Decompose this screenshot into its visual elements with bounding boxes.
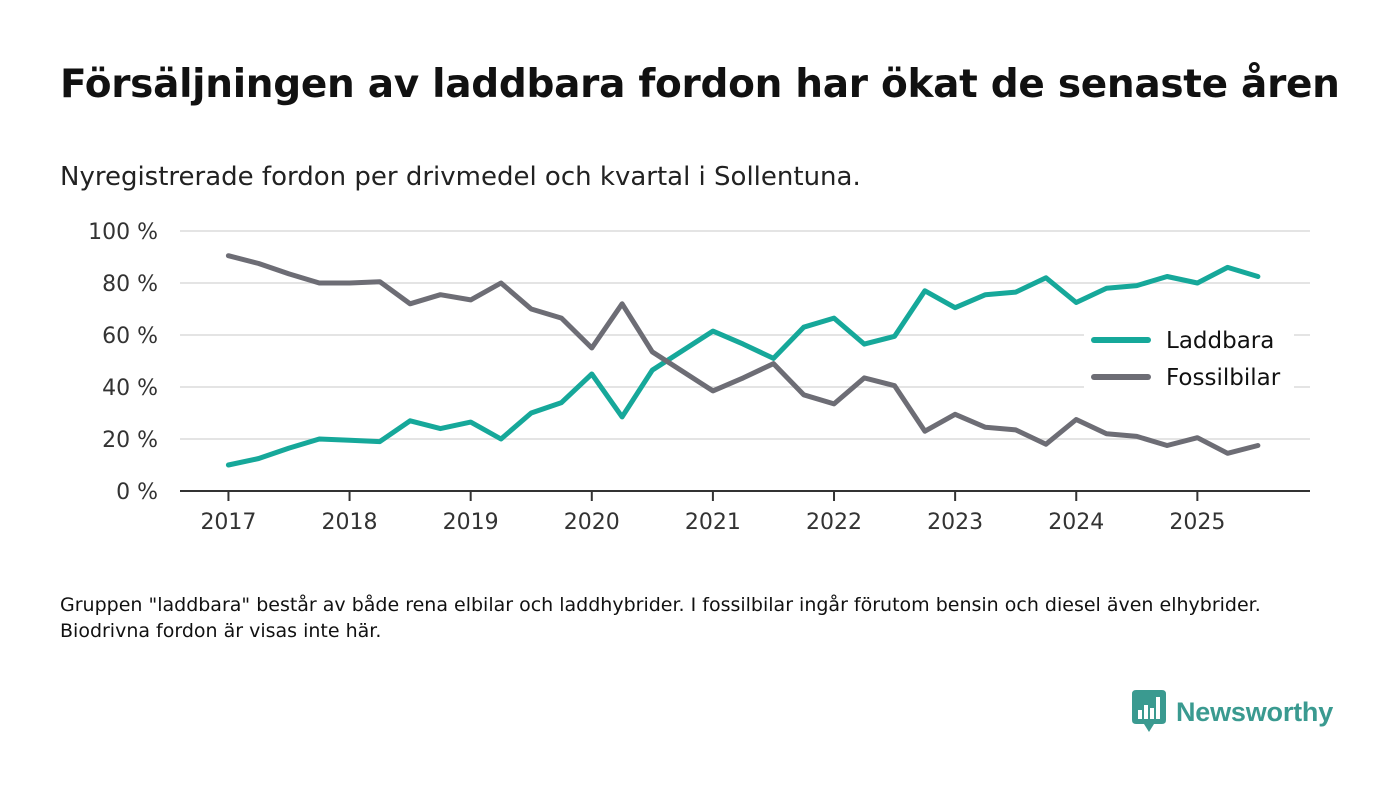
y-tick-label: 100 % xyxy=(88,220,158,245)
x-tick-label: 2017 xyxy=(200,510,256,535)
y-tick-label: 40 % xyxy=(102,376,158,401)
legend: Laddbara Fossilbilar xyxy=(1084,318,1294,398)
x-tick-label: 2025 xyxy=(1169,510,1225,535)
y-tick-label: 20 % xyxy=(102,428,158,453)
series-line-laddbara xyxy=(225,264,1261,468)
footnote: Gruppen "laddbara" består av både rena e… xyxy=(60,594,1261,642)
x-tick-label: 2021 xyxy=(685,510,741,535)
y-tick-label: 60 % xyxy=(102,324,158,349)
x-tick-label: 2018 xyxy=(322,510,378,535)
y-tick-label: 0 % xyxy=(116,480,158,505)
chart-subtitle: Nyregistrerade fordon per drivmedel och … xyxy=(60,162,861,192)
brand-logo: Newsworthy xyxy=(1132,690,1333,734)
y-tick-label: 80 % xyxy=(102,272,158,297)
x-tick-label: 2024 xyxy=(1048,510,1104,535)
series-lines xyxy=(225,253,1261,468)
legend-label-laddbara: Laddbara xyxy=(1166,328,1274,354)
y-axis-tick-labels: 0 % 20 % 40 % 60 % 80 % 100 % xyxy=(88,220,158,505)
x-tick-label: 2020 xyxy=(564,510,620,535)
legend-background xyxy=(1084,318,1294,398)
line-chart: 0 % 20 % 40 % 60 % 80 % 100 % 2017 2018 2019 202… xyxy=(88,220,1310,535)
x-tick-label: 2023 xyxy=(927,510,983,535)
x-tick-label: 2019 xyxy=(443,510,499,535)
chart-title: Försäljningen av laddbara fordon har öka… xyxy=(60,62,1340,107)
x-tick-label: 2022 xyxy=(806,510,862,535)
series-line-fossilbilar xyxy=(225,253,1261,456)
newsworthy-logo-icon xyxy=(1132,690,1166,732)
x-axis: 2017 2018 2019 2020 2021 2022 2023 2024 2025 xyxy=(180,490,1310,535)
legend-label-fossilbilar: Fossilbilar xyxy=(1166,365,1281,391)
brand-name: Newsworthy xyxy=(1176,696,1334,727)
